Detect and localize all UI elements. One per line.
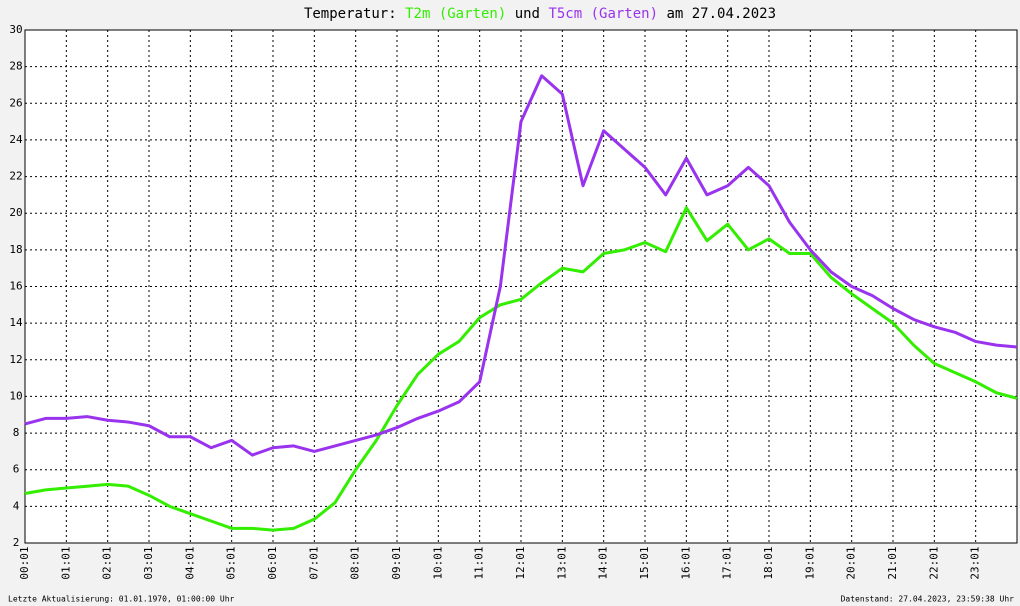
x-tick-label: 23:01 <box>969 546 982 579</box>
x-tick-label: 04:01 <box>183 546 196 579</box>
y-tick-label: 12 <box>9 353 22 366</box>
x-tick-label: 00:01 <box>18 546 31 579</box>
title-prefix: Temperatur: <box>304 6 397 22</box>
x-tick-label: 21:01 <box>886 546 899 579</box>
x-tick-label: 14:01 <box>597 546 610 579</box>
y-tick-label: 10 <box>9 389 22 402</box>
x-tick-label: 12:01 <box>514 546 527 579</box>
y-tick-label: 18 <box>9 243 22 256</box>
y-tick-label: 30 <box>9 23 22 36</box>
series-line <box>24 206 1018 532</box>
y-tick-label: 20 <box>9 206 22 219</box>
x-tick-label: 15:01 <box>638 546 651 579</box>
footer-left: Letzte Aktualisierung: 01.01.1970, 01:00… <box>8 595 235 604</box>
y-tick-label: 16 <box>9 280 22 293</box>
y-tick-label: 8 <box>13 426 20 439</box>
y-tick-label: 22 <box>9 170 22 183</box>
footer-right: Datenstand: 27.04.2023, 23:59:38 Uhr <box>841 595 1015 604</box>
y-tick-label: 4 <box>13 499 20 512</box>
x-tick-label: 22:01 <box>927 546 940 579</box>
y-tick-label: 24 <box>9 133 23 146</box>
x-tick-label: 02:01 <box>101 546 114 579</box>
y-tick-label: 28 <box>9 60 22 73</box>
x-tick-label: 13:01 <box>555 546 568 579</box>
x-tick-label: 03:01 <box>142 546 155 579</box>
title-conjunction: und <box>515 6 540 22</box>
y-tick-label: 26 <box>9 96 22 109</box>
legend-entry: T5cm (Garten) <box>548 6 658 22</box>
y-tick-label: 2 <box>13 536 20 549</box>
x-tick-label: 18:01 <box>762 546 775 579</box>
x-tick-label: 05:01 <box>225 546 238 579</box>
y-tick-label: 14 <box>9 316 23 329</box>
y-tick-label: 6 <box>13 463 20 476</box>
x-tick-label: 09:01 <box>390 546 403 579</box>
x-tick-label: 19:01 <box>803 546 816 579</box>
chart-title: Temperatur: T2m (Garten) und T5cm (Garte… <box>304 6 776 22</box>
legend-entry: T2m (Garten) <box>405 6 506 22</box>
x-tick-label: 06:01 <box>266 546 279 579</box>
x-tick-label: 01:01 <box>59 546 72 579</box>
x-tick-label: 08:01 <box>349 546 362 579</box>
x-tick-label: 20:01 <box>845 546 858 579</box>
x-tick-label: 16:01 <box>679 546 692 579</box>
title-suffix: am 27.04.2023 <box>666 6 776 22</box>
x-tick-label: 07:01 <box>307 546 320 579</box>
series-line <box>24 74 1018 457</box>
x-tick-label: 10:01 <box>431 546 444 579</box>
x-tick-label: 11:01 <box>473 546 486 579</box>
x-tick-label: 17:01 <box>721 546 734 579</box>
